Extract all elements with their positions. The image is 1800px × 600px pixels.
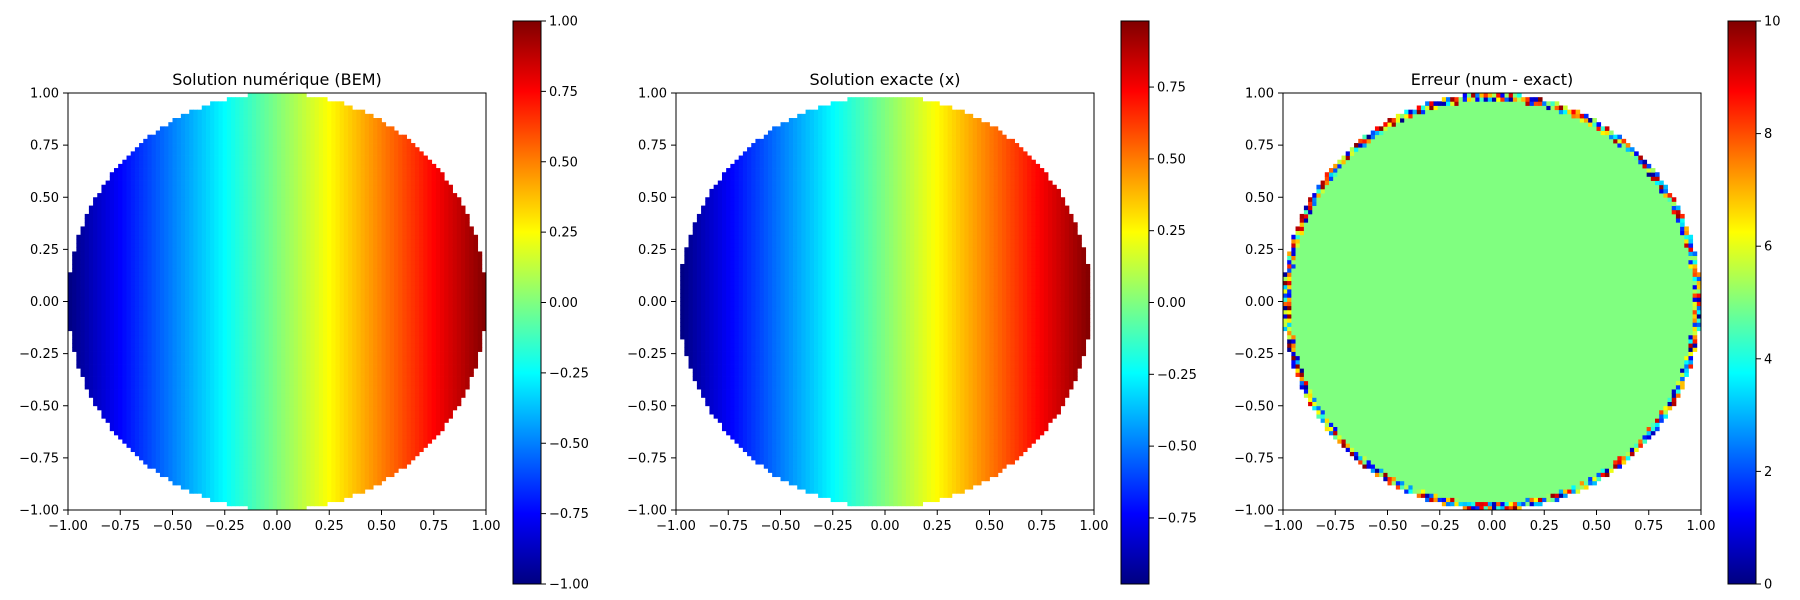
x-tick-label: −0.50 [761, 519, 801, 534]
x-tick-label: 0.75 [1027, 519, 1056, 534]
y-tick-label: −1.00 [19, 504, 59, 519]
x-tick-label: 1.00 [1080, 519, 1109, 534]
x-tick-label: −0.25 [1420, 519, 1460, 534]
x-tick-label: 1.00 [472, 519, 501, 534]
x-tick-label: 0.00 [263, 519, 292, 534]
colorbar-tick-label: −0.50 [1157, 440, 1197, 455]
x-tick-label: 0.50 [367, 519, 396, 534]
y-tick-label: 0.00 [638, 295, 667, 310]
y-tick-label: 1.00 [638, 87, 667, 102]
y-tick-label: −0.50 [1234, 399, 1274, 414]
colorbar-tick-label: 0.75 [1157, 81, 1186, 96]
y-tick-label: −1.00 [1234, 504, 1274, 519]
x-tick-label: 0.50 [1582, 519, 1611, 534]
y-tick-label: 0.25 [30, 243, 59, 258]
colorbar-tick-label: 0.25 [1157, 224, 1186, 239]
colorbar [513, 21, 541, 584]
y-tick-label: −1.00 [627, 504, 667, 519]
x-tick-label: −0.25 [205, 519, 245, 534]
x-tick-label: −0.25 [813, 519, 853, 534]
panel-2: Solution exacte (x) −1.00 −0.75 −0.50 −0.25 0… [627, 20, 1197, 585]
y-tick-label: 0.00 [30, 295, 59, 310]
colorbar-tick-label: 0.00 [1157, 296, 1186, 311]
y-tick-label: −0.25 [1234, 347, 1274, 362]
y-tick-label: −0.75 [1234, 451, 1274, 466]
colorbar-frame [1727, 20, 1757, 585]
panel-1: Solution numérique (BEM)−1.00 −0.75 −0.50−… [19, 15, 589, 593]
x-tick-label: 0.25 [315, 519, 344, 534]
heatmap-3 [1283, 93, 1702, 511]
x-tick-label: −0.50 [1368, 519, 1408, 534]
x-tick-label: 0.75 [419, 519, 448, 534]
x-tick-label: 0.50 [975, 519, 1004, 534]
x-tick-label: 0.00 [871, 519, 900, 534]
colorbar-tick-label: −1.00 [549, 578, 589, 593]
x-tick-label: 0.75 [1634, 519, 1663, 534]
colorbar-tick-label: −0.50 [549, 437, 589, 452]
colorbar-tick-label: 0 [1764, 578, 1772, 593]
colorbar [1728, 21, 1756, 584]
y-tick-label: 0.25 [638, 243, 667, 258]
y-tick-label: 1.00 [1245, 87, 1274, 102]
y-tick-label: 0.50 [30, 191, 59, 206]
y-tick-label: −0.50 [627, 399, 667, 414]
x-tick-label: −0.75 [708, 519, 748, 534]
x-tick-label: 0.25 [923, 519, 952, 534]
y-tick-label: 0.25 [1245, 243, 1274, 258]
y-tick-label: 0.75 [30, 139, 59, 154]
colorbar-tick-label: 2 [1764, 465, 1772, 480]
colorbar-tick-label: −0.75 [1157, 511, 1197, 526]
x-tick-label: 1.00 [1687, 519, 1716, 534]
heatmap-1 [68, 93, 487, 511]
colorbar [1121, 21, 1149, 584]
chart-title: Erreur (num - exact) [1411, 70, 1573, 89]
chart-title: Solution exacte (x) [809, 70, 960, 89]
colorbar-tick-label: 0.75 [549, 85, 578, 100]
x-tick-label: 0.25 [1530, 519, 1559, 534]
colorbar-tick-label: 8 [1764, 127, 1772, 142]
colorbar-tick-label: 0.50 [1157, 152, 1186, 167]
x-tick-label: −0.50 [153, 519, 193, 534]
x-tick-label: −1.00 [1263, 519, 1303, 534]
y-tick-label: −0.25 [19, 347, 59, 362]
colorbar-tick-label: 0.00 [549, 296, 578, 311]
colorbar-tick-label: 10 [1764, 15, 1781, 30]
colorbar-tick-label: 0.25 [549, 226, 578, 241]
x-tick-label: −1.00 [656, 519, 696, 534]
x-tick-label: −0.75 [100, 519, 140, 534]
colorbar-tick-label: −0.25 [1157, 368, 1197, 383]
y-tick-label: 0.00 [1245, 295, 1274, 310]
y-tick-label: 0.50 [1245, 191, 1274, 206]
x-tick-label: −1.00 [48, 519, 88, 534]
y-tick-label: −0.75 [627, 451, 667, 466]
y-tick-label: −0.50 [19, 399, 59, 414]
panel-3: Erreur (num - exact) −1.00 −0.75 −0.50 −0.25… [1234, 15, 1780, 593]
y-tick-label: −0.25 [627, 347, 667, 362]
y-tick-label: 1.00 [30, 87, 59, 102]
colorbar-tick-label: 4 [1764, 352, 1772, 367]
colorbar-tick-label: −0.75 [549, 507, 589, 522]
y-tick-label: 0.75 [1245, 139, 1274, 154]
x-tick-label: −0.75 [1315, 519, 1355, 534]
x-tick-label: 0.00 [1478, 519, 1507, 534]
colorbar-tick-label: 0.50 [549, 155, 578, 170]
colorbar-tick-label: 6 [1764, 240, 1772, 255]
chart-title: Solution numérique (BEM) [172, 70, 382, 89]
heatmap-2 [680, 97, 1091, 507]
y-tick-label: 0.50 [638, 191, 667, 206]
y-tick-label: −0.75 [19, 451, 59, 466]
colorbar-tick-label: 1.00 [549, 15, 578, 30]
y-tick-label: 0.75 [638, 139, 667, 154]
colorbar-tick-label: −0.25 [549, 366, 589, 381]
